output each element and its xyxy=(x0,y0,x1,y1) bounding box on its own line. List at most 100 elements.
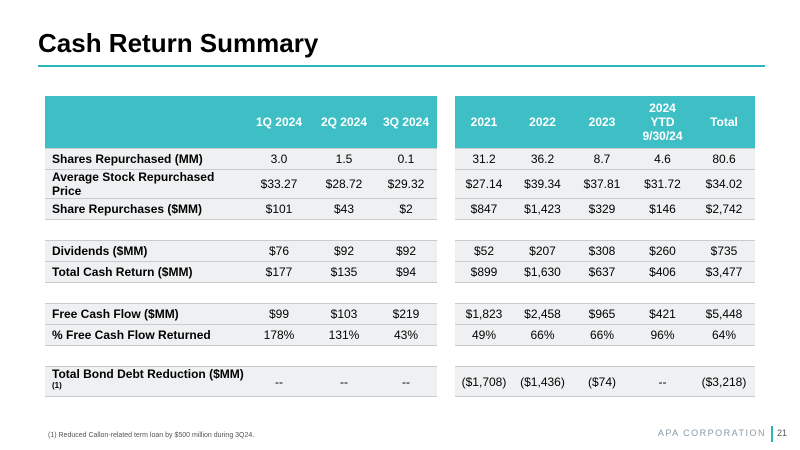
spacer-cell xyxy=(513,219,572,241)
spacer-cell xyxy=(693,282,755,304)
company-name: APA CORPORATION xyxy=(657,428,766,438)
value-cell: $899 xyxy=(455,261,513,283)
header-line: 2022 xyxy=(529,115,556,129)
value-cell: $177 xyxy=(245,261,313,283)
spacer-cell xyxy=(437,345,455,367)
value-cell: $34.02 xyxy=(693,169,755,199)
row-label: % Free Cash Flow Returned xyxy=(45,324,245,346)
data-row: % Free Cash Flow Returned 178% 131% 43% 49% 6… xyxy=(45,324,755,346)
spacer-cell xyxy=(313,345,375,367)
data-row: Shares Repurchased (MM) 3.0 1.5 0.1 31.2 36.2… xyxy=(45,148,755,170)
spacer-cell xyxy=(572,282,632,304)
value-cell: $1,630 xyxy=(513,261,572,283)
spacer-cell xyxy=(45,345,245,367)
spacer-cell xyxy=(375,282,437,304)
value-cell: $1,823 xyxy=(455,303,513,325)
spacer-cell xyxy=(513,345,572,367)
value-cell: $847 xyxy=(455,198,513,220)
value-cell: -- xyxy=(313,366,375,397)
row-label: Total Cash Return ($MM) xyxy=(45,261,245,283)
data-row: Share Repurchases ($MM) $101 $43 $2 $847 $1,4… xyxy=(45,198,755,220)
value-cell: ($1,436) xyxy=(513,366,572,397)
cash-return-table: 1Q 2024 2Q 2024 3Q 2024 2021 2022 2023 2024 YTD… xyxy=(45,96,755,397)
value-cell: $103 xyxy=(313,303,375,325)
value-cell: -- xyxy=(245,366,313,397)
value-cell: $735 xyxy=(693,240,755,262)
value-cell: 49% xyxy=(455,324,513,346)
column-header: 2Q 2024 xyxy=(313,96,375,149)
value-cell: $637 xyxy=(572,261,632,283)
value-cell: $135 xyxy=(313,261,375,283)
row-label-text: Share Repurchases ($MM) xyxy=(52,202,203,216)
value-cell: $52 xyxy=(455,240,513,262)
value-cell: $99 xyxy=(245,303,313,325)
value-cell: $76 xyxy=(245,240,313,262)
spacer-cell xyxy=(632,219,693,241)
header-blank xyxy=(45,96,245,149)
spacer-cell xyxy=(455,345,513,367)
header-line: 3Q 2024 xyxy=(382,115,430,129)
row-label-text: Total Cash Return ($MM) xyxy=(52,265,193,279)
row-label: Shares Repurchased (MM) xyxy=(45,148,245,170)
row-label-text: Average Stock Repurchased Price xyxy=(52,170,215,198)
spacer-cell xyxy=(45,282,245,304)
value-cell: 4.6 xyxy=(632,148,693,170)
value-cell: $37.81 xyxy=(572,169,632,199)
value-cell: 64% xyxy=(693,324,755,346)
value-cell: 96% xyxy=(632,324,693,346)
spacer-cell xyxy=(245,282,313,304)
value-cell: $31.72 xyxy=(632,169,693,199)
value-cell: $5,448 xyxy=(693,303,755,325)
value-cell: $2 xyxy=(375,198,437,220)
value-cell: $146 xyxy=(632,198,693,220)
header-line: Total xyxy=(710,115,738,129)
spacer-cell xyxy=(513,282,572,304)
row-label-text: % Free Cash Flow Returned xyxy=(52,328,211,342)
value-cell: $3,477 xyxy=(693,261,755,283)
value-cell: ($74) xyxy=(572,366,632,397)
gap xyxy=(437,324,455,346)
value-cell: -- xyxy=(632,366,693,397)
row-label: Average Stock Repurchased Price xyxy=(45,169,245,199)
header-line: 9/30/24 xyxy=(642,129,683,143)
value-cell: $965 xyxy=(572,303,632,325)
gap xyxy=(437,169,455,199)
column-header: 2023 xyxy=(572,96,632,149)
spacer-cell xyxy=(437,219,455,241)
gap xyxy=(437,240,455,262)
header-row: 1Q 2024 2Q 2024 3Q 2024 2021 2022 2023 2024 YTD… xyxy=(45,96,755,149)
spacer-cell xyxy=(455,282,513,304)
row-label-text: Free Cash Flow ($MM) xyxy=(52,307,179,321)
spacer-cell xyxy=(572,219,632,241)
spacer-row xyxy=(45,219,755,241)
column-header: 2022 xyxy=(513,96,572,149)
gap xyxy=(437,148,455,170)
value-cell: $101 xyxy=(245,198,313,220)
gap xyxy=(437,261,455,283)
value-cell: 0.1 xyxy=(375,148,437,170)
value-cell: 66% xyxy=(572,324,632,346)
value-cell: $92 xyxy=(375,240,437,262)
value-cell: 131% xyxy=(313,324,375,346)
row-label: Share Repurchases ($MM) xyxy=(45,198,245,220)
spacer-cell xyxy=(245,219,313,241)
value-cell: $28.72 xyxy=(313,169,375,199)
value-cell: $260 xyxy=(632,240,693,262)
spacer-row xyxy=(45,282,755,304)
value-cell: $33.27 xyxy=(245,169,313,199)
value-cell: ($1,708) xyxy=(455,366,513,397)
spacer-cell xyxy=(572,345,632,367)
gap xyxy=(437,366,455,397)
value-cell: 36.2 xyxy=(513,148,572,170)
spacer-cell xyxy=(375,345,437,367)
gap xyxy=(437,303,455,325)
header-line: YTD xyxy=(650,115,675,129)
row-label-text: Dividends ($MM) xyxy=(52,244,148,258)
value-cell: $92 xyxy=(313,240,375,262)
value-cell: ($3,218) xyxy=(693,366,755,397)
data-row: Free Cash Flow ($MM) $99 $103 $219 $1,823 $2,… xyxy=(45,303,755,325)
spacer-cell xyxy=(632,282,693,304)
footnote-ref: (1) xyxy=(52,381,62,390)
row-label: Free Cash Flow ($MM) xyxy=(45,303,245,325)
